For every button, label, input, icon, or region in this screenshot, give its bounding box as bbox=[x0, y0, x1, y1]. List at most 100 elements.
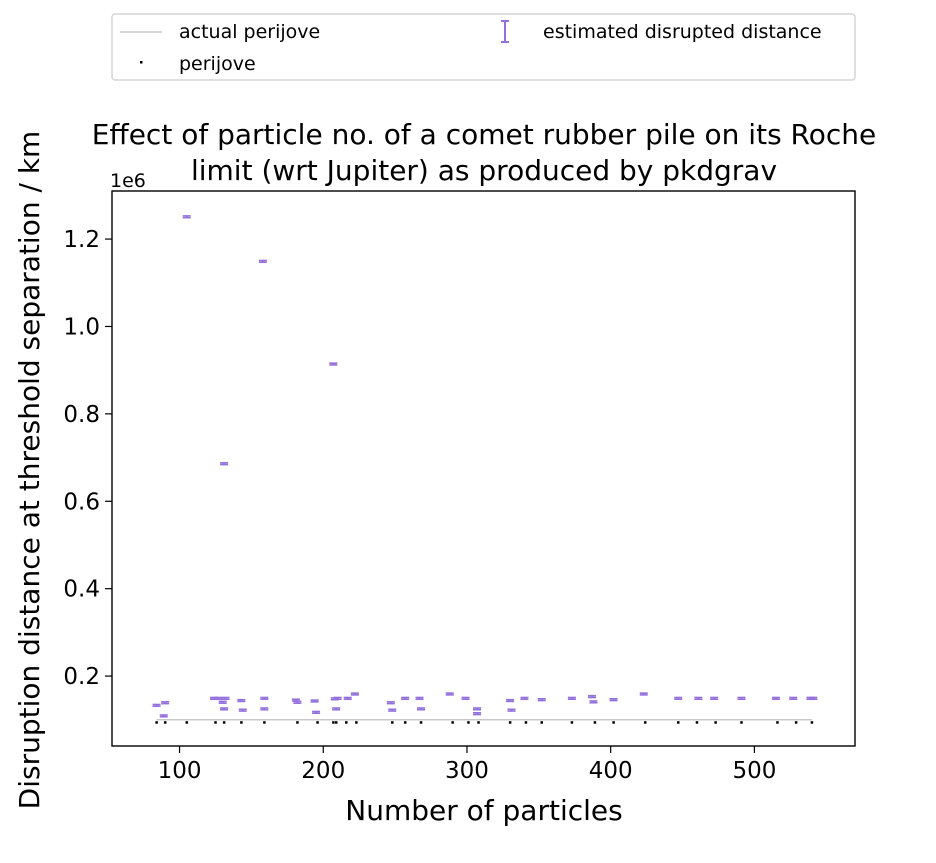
estimated-errorbar bbox=[220, 707, 229, 711]
estimated-errorbar bbox=[350, 692, 359, 696]
x-axis-label: Number of particles bbox=[345, 794, 622, 827]
perijove-point bbox=[240, 721, 243, 724]
estimated-errorbar bbox=[588, 694, 597, 699]
estimated-errorbar bbox=[237, 698, 246, 703]
y-tick-label: 0.6 bbox=[63, 489, 100, 515]
perijove-point bbox=[332, 721, 335, 724]
y-tick-label: 1.2 bbox=[63, 227, 100, 253]
x-tick-label: 500 bbox=[732, 758, 776, 784]
perijove-point bbox=[477, 721, 480, 724]
estimated-errorbar bbox=[386, 701, 395, 705]
estimated-errorbar bbox=[343, 696, 352, 701]
x-tick-label: 400 bbox=[589, 758, 633, 784]
plot-frame bbox=[111, 190, 856, 747]
perijove-point bbox=[677, 721, 680, 724]
y-axis-exponent: 1e6 bbox=[110, 170, 146, 192]
perijove-point bbox=[540, 721, 544, 724]
legend-perijove-label: perijove bbox=[179, 53, 256, 75]
estimated-errorbar bbox=[333, 696, 342, 701]
perijove-point bbox=[334, 721, 338, 724]
perijove-point bbox=[391, 721, 394, 724]
perijove-point bbox=[695, 721, 699, 724]
estimated-errorbar bbox=[461, 696, 470, 701]
estimated-errorbar bbox=[589, 700, 598, 704]
estimated-errorbar bbox=[329, 362, 338, 366]
perijove-point bbox=[593, 721, 597, 724]
perijove-point bbox=[155, 721, 158, 724]
estimated-errorbar bbox=[694, 696, 703, 701]
perijove-point bbox=[524, 721, 528, 724]
perijove-point bbox=[316, 721, 319, 724]
legend-perijove-swatch bbox=[140, 61, 143, 64]
perijove-point bbox=[643, 721, 647, 724]
perijove-point bbox=[296, 721, 299, 724]
legend-estimated-label: estimated disrupted distance bbox=[543, 21, 822, 43]
estimated-errorbar bbox=[159, 714, 168, 718]
x-tick-label: 200 bbox=[301, 758, 345, 784]
estimated-errorbar bbox=[388, 708, 397, 712]
perijove-point bbox=[214, 721, 217, 724]
perijove-point bbox=[222, 721, 226, 724]
estimated-errorbar bbox=[161, 701, 170, 705]
legend-frame bbox=[111, 13, 856, 81]
estimated-errorbar bbox=[260, 696, 269, 701]
estimated-errorbar bbox=[214, 696, 223, 701]
perijove-point bbox=[355, 721, 358, 724]
y-tick-label: 0.2 bbox=[63, 664, 100, 690]
x-axis: 100 200 300 400 500 bbox=[158, 746, 776, 784]
estimated-errorbar bbox=[152, 703, 161, 708]
perijove-point bbox=[419, 721, 423, 724]
estimated-errorbar bbox=[771, 696, 780, 701]
perijove-point bbox=[403, 721, 407, 724]
y-tick-label: 0.8 bbox=[63, 402, 100, 428]
y-tick-label: 1.0 bbox=[63, 314, 100, 340]
perijove-point bbox=[185, 721, 189, 724]
perijove-point bbox=[714, 721, 717, 724]
estimated-errorbar bbox=[809, 696, 818, 701]
perijove-point bbox=[451, 721, 454, 724]
perijove-point bbox=[810, 721, 814, 724]
perijove-point bbox=[508, 721, 512, 724]
estimated-errorbar bbox=[506, 698, 515, 703]
estimated-errorbar bbox=[238, 708, 247, 712]
estimated-errorbar bbox=[258, 259, 267, 264]
estimated-errorbar bbox=[220, 462, 229, 466]
y-tick-label: 0.4 bbox=[63, 577, 100, 603]
estimated-errorbar bbox=[674, 696, 683, 701]
estimated-errorbar bbox=[312, 710, 321, 715]
estimated-errorbar bbox=[445, 692, 454, 696]
plot-area bbox=[152, 215, 818, 724]
perijove-point bbox=[345, 721, 348, 724]
perijove-point bbox=[570, 721, 574, 724]
perijove-point bbox=[263, 721, 266, 724]
legend-actual-perijove-label: actual perijove bbox=[179, 21, 320, 43]
perijove-point bbox=[163, 721, 167, 724]
perijove-point bbox=[776, 721, 779, 724]
perijove-point bbox=[612, 721, 615, 724]
estimated-errorbar bbox=[416, 707, 425, 711]
estimated-errorbar bbox=[182, 215, 191, 219]
perijove-point bbox=[467, 721, 470, 724]
y-axis: 0.2 0.4 0.6 0.8 1.0 1.2 bbox=[63, 227, 112, 690]
estimated-errorbar bbox=[221, 696, 230, 701]
estimated-errorbar bbox=[520, 696, 529, 701]
chart-title-line1: Effect of particle no. of a comet rubber… bbox=[92, 118, 877, 151]
estimated-errorbar bbox=[473, 707, 482, 711]
estimated-errorbar bbox=[401, 696, 410, 701]
estimated-errorbar bbox=[789, 696, 798, 701]
estimated-errorbar bbox=[218, 700, 227, 704]
estimated-errorbar bbox=[415, 696, 424, 701]
x-tick-label: 100 bbox=[158, 758, 202, 784]
legend: actual perijove perijove estimated disru… bbox=[111, 13, 856, 81]
estimated-errorbar bbox=[710, 696, 719, 701]
estimated-errorbar bbox=[737, 696, 746, 701]
estimated-errorbar bbox=[310, 699, 319, 703]
estimated-errorbar bbox=[537, 698, 546, 702]
estimated-errorbar bbox=[567, 696, 576, 701]
estimated-errorbar bbox=[507, 708, 516, 712]
legend-estimated-swatch bbox=[501, 20, 509, 43]
perijove-point bbox=[794, 721, 798, 724]
estimated-errorbar bbox=[639, 692, 648, 696]
estimated-errorbar bbox=[293, 700, 302, 704]
